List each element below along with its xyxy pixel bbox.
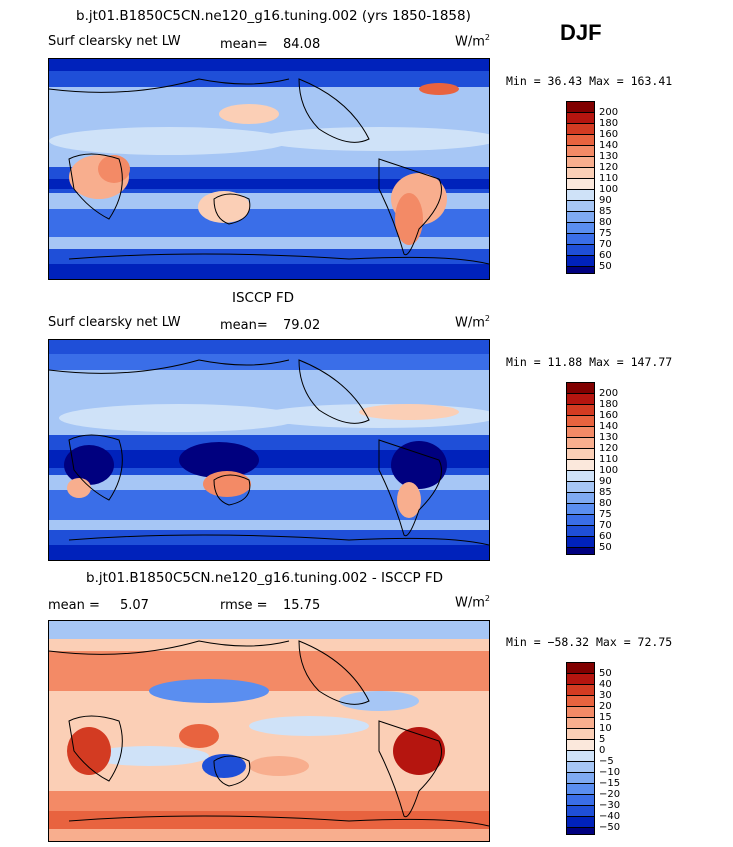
panel3-colorbar-tick: 30 — [599, 690, 612, 701]
panel2-colorbar-tick: 70 — [599, 520, 612, 531]
panel3-colorbar: 50 40 30 20 15 10 5 0 −5 −10 −15 −20 −30… — [566, 662, 656, 835]
panel2-title: ISCCP FD — [232, 290, 294, 306]
panel3-units: W/m2 — [455, 594, 490, 611]
panel1-colorbar-tick: 50 — [599, 261, 612, 272]
panel1-colorbar-cell — [566, 266, 595, 274]
season-label: DJF — [560, 20, 602, 45]
panel1-colorbar-tick: 75 — [599, 228, 612, 239]
panel2-colorbar-tick: 160 — [599, 410, 619, 421]
panel3-colorbar-tick: −15 — [599, 778, 621, 789]
panel1-title: b.jt01.B1850C5CN.ne120_g16.tuning.002 (y… — [76, 8, 471, 24]
panel3-rmse-label: rmse = — [220, 598, 268, 613]
panel3-map-svg — [49, 621, 489, 841]
panel3-colorbar-tick: 5 — [599, 734, 606, 745]
panel1-colorbar-tick: 120 — [599, 162, 619, 173]
panel1-map-svg — [49, 59, 489, 279]
panel3-colorbar-cell — [566, 827, 595, 835]
panel2-colorbar-tick: 140 — [599, 421, 619, 432]
panel3-colorbar-tick: 20 — [599, 701, 612, 712]
panel2-map-svg — [49, 340, 489, 560]
panel1-colorbar-tick: 100 — [599, 184, 619, 195]
panel3-colorbar-tick: 15 — [599, 712, 612, 723]
panel2-colorbar-tick: 80 — [599, 498, 612, 509]
panel1-colorbar-tick: 140 — [599, 140, 619, 151]
panel2-colorbar: 200 180 160 140 130 120 110 100 90 85 80… — [566, 382, 656, 555]
panel2-colorbar-tick: 110 — [599, 454, 619, 465]
panel1-colorbar-tick: 70 — [599, 239, 612, 250]
panel3-colorbar-tick: −10 — [599, 767, 621, 778]
panel3-colorbar-tick: 50 — [599, 668, 612, 679]
panel3-minmax: Min = −58.32 Max = 72.75 — [506, 635, 673, 649]
panel1-colorbar-tick: 110 — [599, 173, 619, 184]
panel1-map — [48, 58, 490, 280]
panel2-colorbar-tick: 85 — [599, 487, 612, 498]
panel1-mean-label: mean= — [220, 37, 268, 52]
panel1-colorbar-tick: 200 — [599, 107, 619, 118]
panel1-colorbar-tick: 90 — [599, 195, 612, 206]
panel2-colorbar-tick: 75 — [599, 509, 612, 520]
panel2-mean-label: mean= — [220, 318, 268, 333]
panel2-colorbar-tick: 130 — [599, 432, 619, 443]
panel1-units: W/m2 — [455, 33, 490, 50]
panel3-mean-value: 5.07 — [120, 598, 149, 613]
panel1-mean-value: 84.08 — [283, 37, 321, 52]
panel2-units: W/m2 — [455, 314, 490, 331]
panel2-colorbar-cell — [566, 547, 595, 555]
panel2-colorbar-tick: 60 — [599, 531, 612, 542]
panel2-mean-value: 79.02 — [283, 318, 321, 333]
panel1-colorbar-tick: 180 — [599, 118, 619, 129]
panel2-colorbar-tick: 100 — [599, 465, 619, 476]
panel1-variable-label: Surf clearsky net LW — [48, 34, 181, 49]
panel2-colorbar-tick: 90 — [599, 476, 612, 487]
panel2-minmax: Min = 11.88 Max = 147.77 — [506, 355, 673, 369]
panel2-colorbar-tick: 200 — [599, 388, 619, 399]
panel1-colorbar-tick: 160 — [599, 129, 619, 140]
panel3-title: b.jt01.B1850C5CN.ne120_g16.tuning.002 - … — [86, 570, 444, 586]
panel1-minmax: Min = 36.43 Max = 163.41 — [506, 74, 673, 88]
panel1-colorbar-tick: 85 — [599, 206, 612, 217]
panel3-colorbar-tick: −30 — [599, 800, 621, 811]
panel2-colorbar-tick: 120 — [599, 443, 619, 454]
panel2-colorbar-tick: 50 — [599, 542, 612, 553]
panel2-colorbar-tick: 180 — [599, 399, 619, 410]
panel1-colorbar: 200 180 160 140 130 120 110 100 90 85 80… — [566, 101, 656, 274]
panel3-rmse-value: 15.75 — [283, 598, 321, 613]
panel3-colorbar-tick: 10 — [599, 723, 612, 734]
panel2-map — [48, 339, 490, 561]
panel1-colorbar-tick: 60 — [599, 250, 612, 261]
panel3-colorbar-tick: −5 — [599, 756, 614, 767]
panel3-colorbar-tick: −40 — [599, 811, 621, 822]
panel3-map — [48, 620, 490, 842]
panel1-colorbar-tick: 80 — [599, 217, 612, 228]
panel2-variable-label: Surf clearsky net LW — [48, 315, 181, 330]
panel3-colorbar-tick: −50 — [599, 822, 621, 833]
panel3-mean-label: mean = — [48, 598, 100, 613]
panel1-colorbar-tick: 130 — [599, 151, 619, 162]
panel3-colorbar-tick: −20 — [599, 789, 621, 800]
panel3-colorbar-tick: 40 — [599, 679, 612, 690]
panel3-colorbar-tick: 0 — [599, 745, 606, 756]
